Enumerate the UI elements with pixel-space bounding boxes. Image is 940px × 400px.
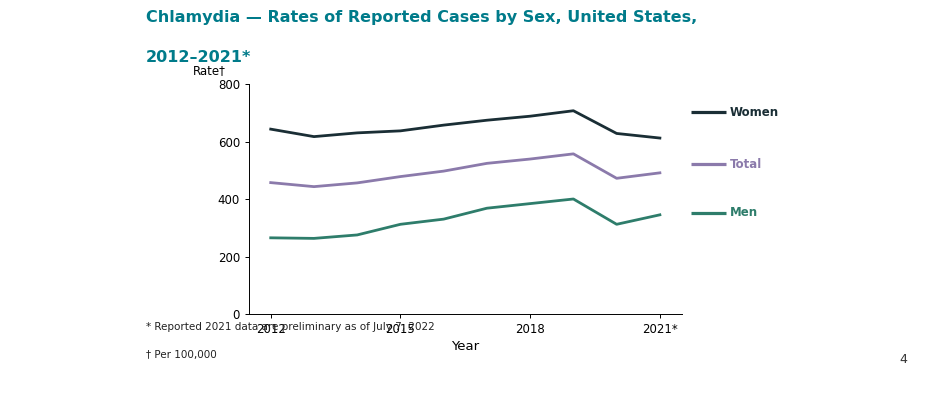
X-axis label: Year: Year (451, 340, 479, 353)
Text: † Per 100,000: † Per 100,000 (146, 350, 216, 360)
Text: 2012–2021*: 2012–2021* (146, 50, 251, 65)
Text: * Reported 2021 data are preliminary as of July 7, 2022: * Reported 2021 data are preliminary as … (146, 322, 434, 332)
Text: Total: Total (729, 158, 761, 170)
Text: Men: Men (729, 206, 758, 219)
Text: Rate†: Rate† (193, 64, 226, 77)
Text: CDC: CDC (46, 343, 78, 357)
Text: Chlamydia — Rates of Reported Cases by Sex, United States,: Chlamydia — Rates of Reported Cases by S… (146, 10, 697, 25)
Text: 4: 4 (900, 353, 907, 366)
Text: Women: Women (729, 106, 778, 118)
